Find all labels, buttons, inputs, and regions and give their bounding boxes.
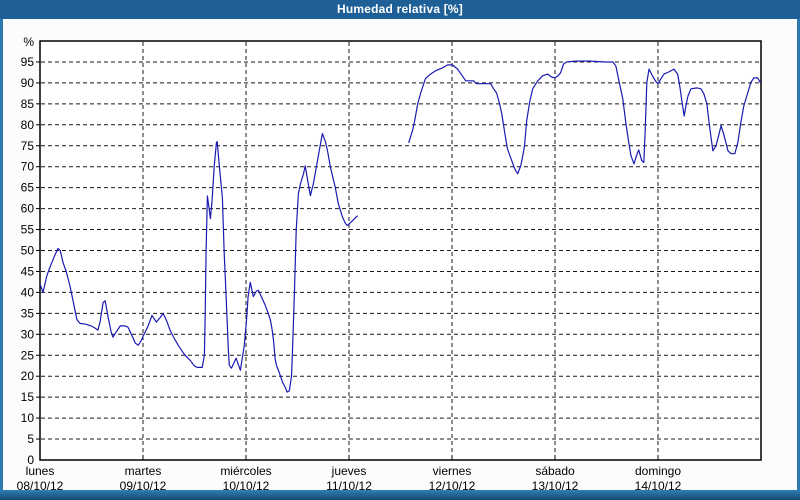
bottom-bar <box>0 490 800 500</box>
chart-content-area <box>0 19 800 490</box>
chart-title-bar: Humedad relativa [%] <box>0 0 800 19</box>
chart-title: Humedad relativa [%] <box>336 2 464 16</box>
